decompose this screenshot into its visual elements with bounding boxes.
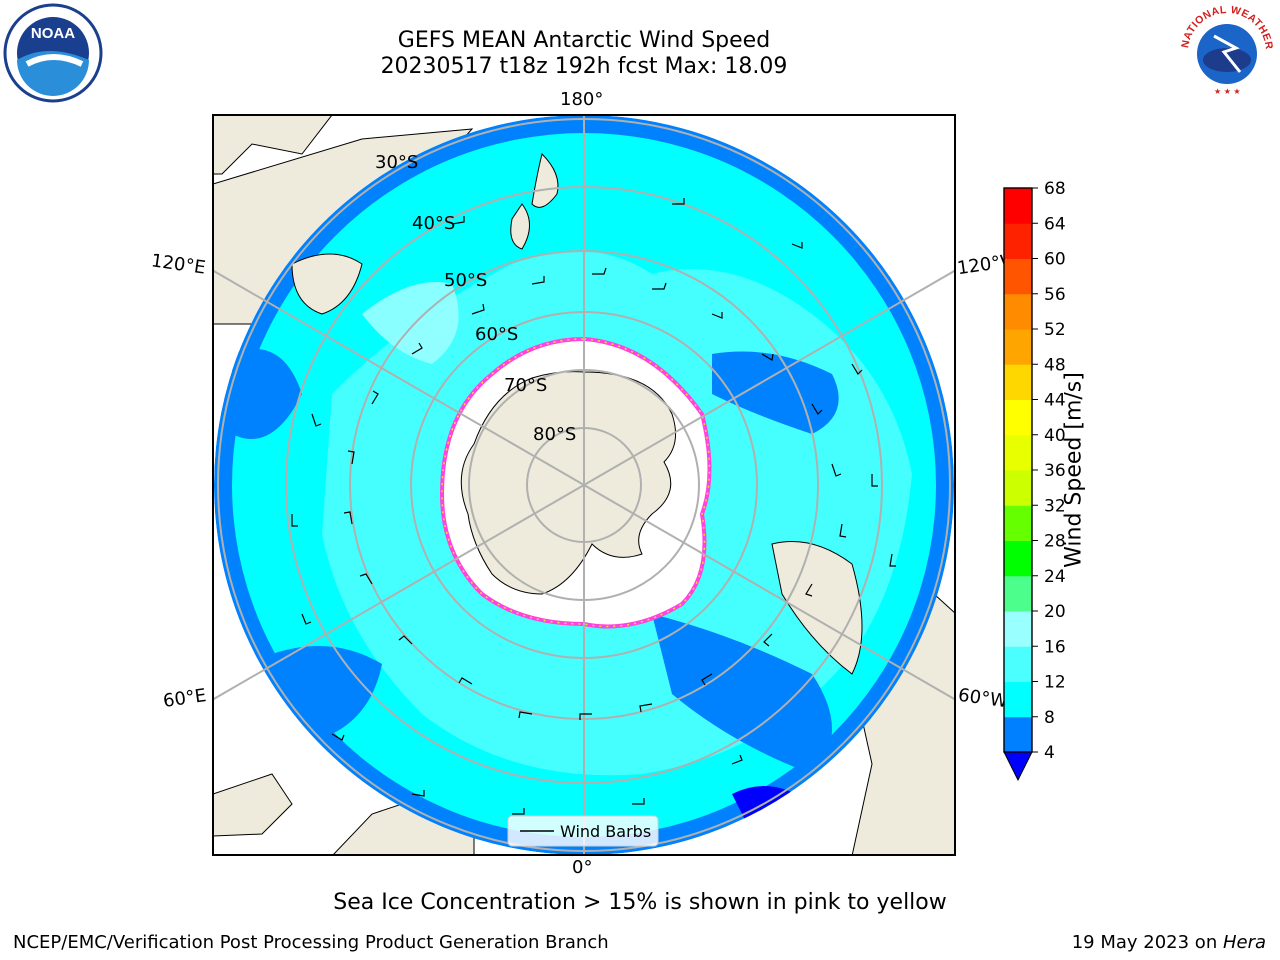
colorbar-tick-label: 28 [1044, 532, 1066, 552]
lat-label-60s: 60°S [475, 324, 519, 345]
colorbar-band [1004, 293, 1032, 330]
lon-label-0: 0° [572, 857, 593, 878]
colorbar-tick-label: 32 [1044, 496, 1066, 516]
legend-label: Wind Barbs [560, 822, 652, 841]
colorbar-band [1004, 505, 1032, 541]
lon-label-120e: 120°E [149, 250, 207, 279]
colorbar-tick-label: 44 [1044, 391, 1066, 411]
colorbar-band [1004, 399, 1032, 436]
colorbar-tick-label: 20 [1044, 602, 1066, 622]
colorbar-band [1004, 646, 1032, 682]
colorbar-tick-label: 8 [1044, 708, 1055, 728]
colorbar-band [1004, 681, 1032, 718]
lon-label-60e: 60°E [161, 685, 208, 712]
colorbar-band [1004, 716, 1032, 753]
chart-subtitle: 20230517 t18z 192h fcst Max: 18.09 [380, 54, 788, 79]
colorbar-band [1004, 575, 1032, 612]
colorbar-band [1004, 258, 1032, 295]
colorbar-tick-label: 24 [1044, 567, 1066, 587]
lat-label-80s: 80°S [533, 424, 577, 445]
lon-label-180: 180° [560, 89, 604, 110]
colorbar-tick-label: 16 [1044, 637, 1066, 657]
colorbar-tick-label: 48 [1044, 355, 1066, 375]
footer-date-text: 19 May 2023 on [1071, 932, 1223, 953]
colorbar-band [1004, 188, 1032, 224]
colorbar-band [1004, 434, 1032, 471]
colorbar-tick-label: 36 [1044, 461, 1066, 481]
lat-label-70s: 70°S [504, 375, 548, 396]
colorbar-tick-label: 56 [1044, 285, 1066, 305]
nws-logo: NATIONAL WEATHER SERVICE ★ ★ ★ [1174, 0, 1277, 102]
colorbar-tick-label: 40 [1044, 426, 1066, 446]
colorbar-tick-label: 68 [1044, 180, 1066, 199]
colorbar-band [1004, 470, 1032, 506]
colorbar-band [1004, 540, 1032, 577]
footer-host: Hera [1222, 932, 1266, 953]
lat-label-40s: 40°S [412, 213, 456, 234]
colorbar-extend-arrow [1003, 751, 1033, 782]
lat-label-30s: 30°S [375, 152, 419, 173]
sea-ice-caption: Sea Ice Concentration > 15% is shown in … [333, 890, 947, 915]
noaa-logo: NOAA [3, 3, 103, 103]
footer-date: 19 May 2023 on Hera [1072, 932, 1266, 953]
noaa-logo-text: NOAA [31, 25, 75, 42]
colorbar-band [1004, 364, 1032, 400]
lat-label-50s: 50°S [444, 270, 488, 291]
colorbar-tick-label: 60 [1044, 250, 1066, 270]
wind-barb-legend [507, 815, 659, 847]
svg-text:★ ★ ★: ★ ★ ★ [1214, 87, 1241, 96]
colorbar-band [1004, 223, 1032, 259]
colorbar-tick-label: 12 [1044, 673, 1066, 693]
colorbar-tick-label: 4 [1044, 743, 1055, 763]
chart-title: GEFS MEAN Antarctic Wind Speed [397, 28, 771, 53]
colorbar-tick-label: 52 [1044, 320, 1066, 340]
colorbar-label: Wind Speed [m/s] [1061, 372, 1087, 568]
polar-map [212, 114, 956, 856]
colorbar-band [1004, 329, 1032, 365]
colorbar-band [1004, 611, 1032, 647]
footer-credit: NCEP/EMC/Verification Post Processing Pr… [13, 932, 609, 953]
colorbar-tick-label: 64 [1044, 214, 1066, 234]
